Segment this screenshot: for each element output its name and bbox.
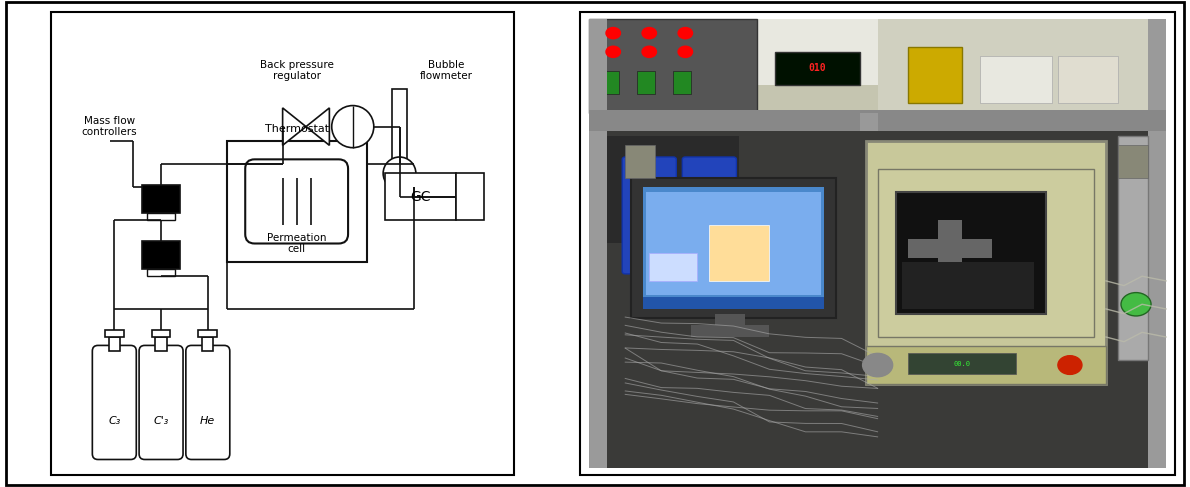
- Bar: [105, 330, 124, 337]
- FancyBboxPatch shape: [186, 345, 230, 460]
- Text: Back pressure
regulator: Back pressure regulator: [259, 60, 333, 81]
- Bar: [644, 297, 823, 309]
- Bar: [1119, 136, 1148, 360]
- Text: Thermostat: Thermostat: [264, 124, 328, 133]
- Bar: [589, 19, 607, 468]
- Bar: [908, 354, 1016, 375]
- Circle shape: [863, 354, 892, 377]
- Bar: [650, 253, 697, 281]
- Bar: [878, 19, 1166, 112]
- Bar: [589, 19, 1166, 85]
- Bar: [199, 330, 217, 337]
- Bar: [589, 19, 757, 112]
- Bar: [859, 112, 877, 468]
- Bar: [456, 173, 483, 220]
- Bar: [715, 314, 745, 328]
- Circle shape: [383, 157, 415, 190]
- Text: He: He: [200, 416, 215, 426]
- Circle shape: [678, 27, 693, 39]
- Bar: [202, 337, 213, 351]
- Bar: [601, 71, 619, 94]
- Polygon shape: [306, 108, 330, 145]
- FancyBboxPatch shape: [682, 157, 737, 274]
- Bar: [156, 337, 167, 351]
- Bar: [143, 241, 180, 269]
- Bar: [908, 47, 962, 103]
- Bar: [148, 213, 175, 220]
- Bar: [644, 187, 823, 309]
- Text: 010: 010: [809, 63, 826, 73]
- Bar: [108, 337, 120, 351]
- Bar: [589, 19, 1166, 112]
- Bar: [908, 239, 991, 258]
- Bar: [979, 56, 1052, 103]
- Circle shape: [643, 46, 657, 57]
- Bar: [143, 185, 180, 213]
- Bar: [691, 325, 770, 337]
- FancyBboxPatch shape: [139, 345, 183, 460]
- Bar: [638, 71, 656, 94]
- Circle shape: [606, 27, 620, 39]
- Text: Mass flow
controllers: Mass flow controllers: [82, 116, 138, 137]
- Bar: [386, 173, 456, 220]
- Circle shape: [606, 46, 620, 57]
- Bar: [607, 131, 1148, 468]
- Bar: [1148, 19, 1166, 468]
- Bar: [646, 192, 821, 295]
- Text: C'₃: C'₃: [154, 416, 169, 426]
- Circle shape: [1058, 356, 1082, 375]
- Bar: [896, 192, 1046, 314]
- Text: C₃: C₃: [108, 416, 120, 426]
- Circle shape: [332, 106, 374, 148]
- Bar: [226, 141, 367, 262]
- Bar: [589, 110, 1166, 131]
- Circle shape: [643, 27, 657, 39]
- Polygon shape: [283, 108, 306, 145]
- Bar: [709, 225, 770, 281]
- Bar: [865, 141, 1106, 384]
- Bar: [625, 145, 656, 178]
- Bar: [878, 169, 1094, 337]
- Bar: [865, 346, 1106, 384]
- Circle shape: [1121, 293, 1151, 316]
- Bar: [393, 89, 407, 164]
- Text: GC: GC: [411, 190, 431, 204]
- Bar: [151, 330, 170, 337]
- Bar: [148, 269, 175, 276]
- Circle shape: [678, 46, 693, 57]
- Bar: [631, 178, 835, 318]
- Bar: [776, 52, 859, 85]
- Text: Permeation
cell: Permeation cell: [267, 233, 326, 254]
- Bar: [1058, 56, 1119, 103]
- FancyBboxPatch shape: [622, 157, 676, 274]
- Text: 00.0: 00.0: [953, 361, 970, 367]
- Bar: [674, 71, 691, 94]
- Bar: [1119, 145, 1148, 178]
- Bar: [902, 262, 1034, 309]
- Text: Bubble
flowmeter: Bubble flowmeter: [420, 60, 472, 81]
- Bar: [607, 136, 739, 244]
- Bar: [938, 220, 962, 285]
- FancyBboxPatch shape: [245, 159, 349, 244]
- FancyBboxPatch shape: [93, 345, 137, 460]
